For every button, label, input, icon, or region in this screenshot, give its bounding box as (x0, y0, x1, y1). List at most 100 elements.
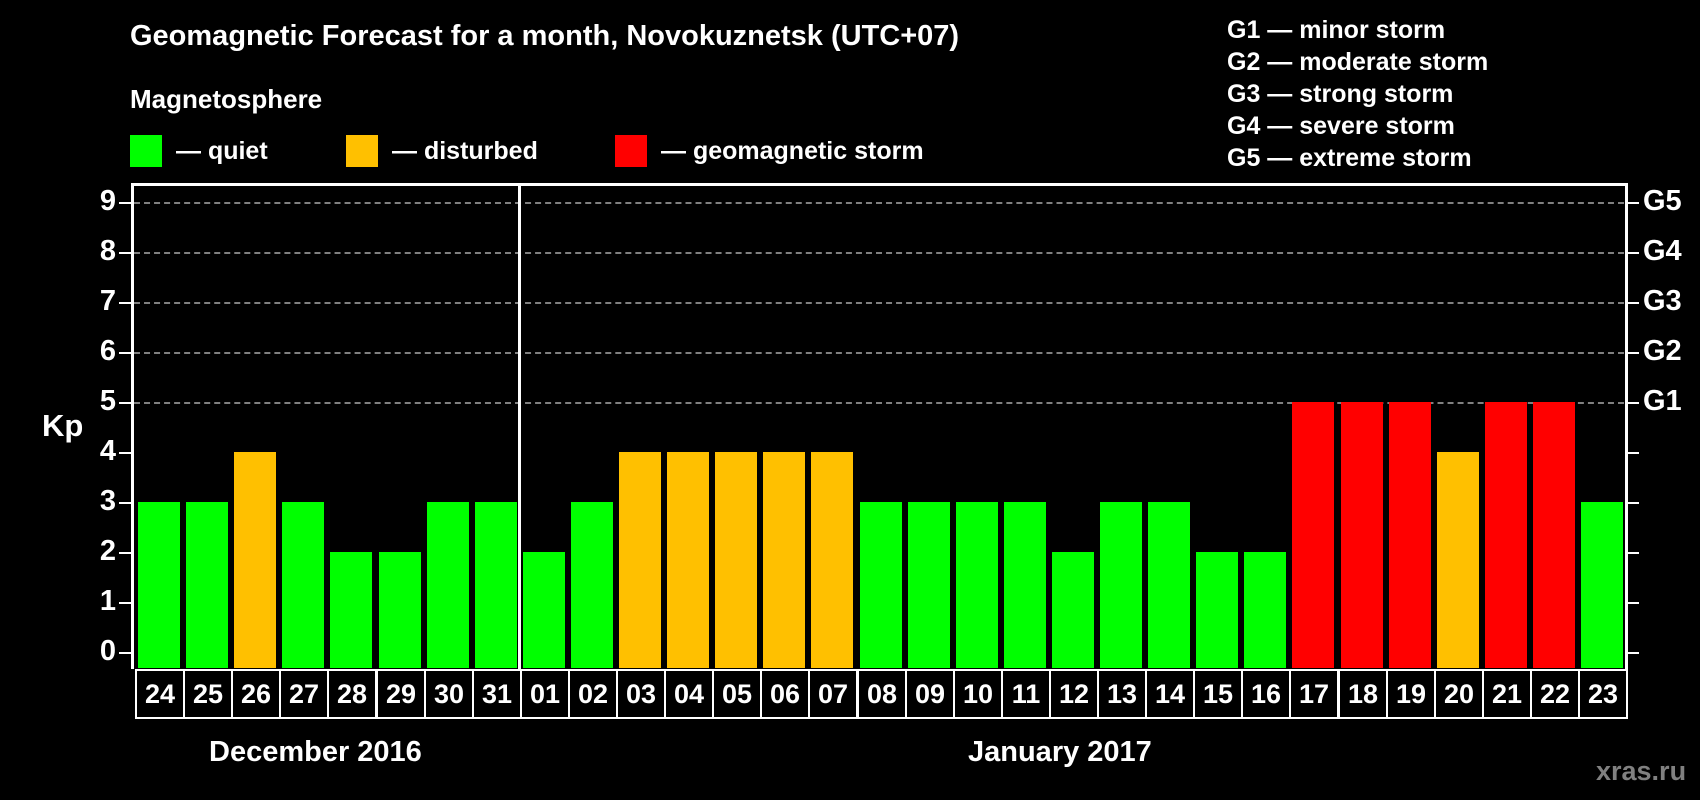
legend-label: — quiet (176, 136, 268, 165)
quiet-swatch-icon (130, 135, 162, 167)
watermark: xras.ru (1596, 756, 1687, 786)
right-tick (1627, 252, 1639, 254)
legend-label: — geomagnetic storm (661, 136, 924, 165)
storm-swatch-icon (615, 135, 647, 167)
day-label: 21 (1482, 669, 1532, 719)
day-label: 17 (1289, 669, 1339, 719)
day-label: 23 (1578, 669, 1628, 719)
kp-bar (715, 452, 757, 668)
y-tick (119, 502, 131, 504)
kp-bar (282, 502, 324, 668)
day-label: 18 (1338, 669, 1388, 719)
storm-level-g3: G3 — strong storm (1227, 80, 1454, 108)
day-label: 30 (424, 669, 474, 719)
kp-bar (138, 502, 180, 668)
kp-bar (1292, 402, 1334, 668)
kp-bar (1581, 502, 1623, 668)
kp-bar (571, 502, 613, 668)
gridline (134, 302, 1624, 304)
y-tick (119, 552, 131, 554)
gridline (134, 252, 1624, 254)
gridline (134, 402, 1624, 404)
kp-bar (1485, 402, 1527, 668)
kp-bar (1244, 552, 1286, 668)
legend-label: — disturbed (392, 136, 538, 165)
plot-area (131, 183, 1628, 669)
right-tick (1627, 452, 1639, 454)
storm-level-g4: G4 — severe storm (1227, 112, 1455, 140)
y-tick-label: 3 (99, 485, 117, 517)
storm-level-tick-label: G5 (1643, 185, 1682, 217)
storm-level-tick-label: G4 (1643, 235, 1682, 267)
kp-bar (908, 502, 950, 668)
day-label: 03 (616, 669, 666, 719)
kp-bar (1437, 452, 1479, 668)
kp-bar (186, 502, 228, 668)
kp-bar (475, 502, 517, 668)
kp-bar (427, 502, 469, 668)
day-label: 24 (135, 669, 185, 719)
day-label: 10 (953, 669, 1003, 719)
month-label-december: December 2016 (209, 736, 422, 768)
right-tick (1627, 502, 1639, 504)
day-label: 31 (472, 669, 522, 719)
day-label: 22 (1530, 669, 1580, 719)
right-tick (1627, 602, 1639, 604)
y-tick (119, 252, 131, 254)
y-tick-label: 2 (99, 535, 117, 567)
chart-subtitle: Magnetosphere (130, 84, 323, 114)
gridline (134, 202, 1624, 204)
y-tick-label: 1 (99, 585, 117, 617)
day-label: 16 (1241, 669, 1291, 719)
storm-level-tick-label: G1 (1643, 385, 1682, 417)
day-label: 11 (1001, 669, 1051, 719)
month-label-january: January 2017 (968, 736, 1152, 768)
day-label: 13 (1097, 669, 1147, 719)
y-tick-label: 9 (99, 185, 117, 217)
day-label: 28 (327, 669, 377, 719)
y-tick (119, 302, 131, 304)
legend-storm: — geomagnetic storm (615, 135, 924, 167)
kp-bar (619, 452, 661, 668)
day-label: 25 (183, 669, 233, 719)
kp-bar (234, 452, 276, 668)
kp-bar (811, 452, 853, 668)
day-label: 14 (1145, 669, 1195, 719)
legend-quiet: — quiet (130, 135, 268, 167)
day-label: 29 (376, 669, 426, 719)
storm-level-legend: G1 — minor storm G2 — moderate storm G3 … (1227, 14, 1488, 174)
y-tick-label: 5 (99, 385, 117, 417)
right-tick (1627, 652, 1639, 654)
storm-level-tick-label: G2 (1643, 335, 1682, 367)
kp-bar (1196, 552, 1238, 668)
gridline (134, 352, 1624, 354)
storm-level-g1: G1 — minor storm (1227, 16, 1446, 44)
day-label: 27 (279, 669, 329, 719)
y-tick (119, 602, 131, 604)
y-tick (119, 402, 131, 404)
chart-title: Geomagnetic Forecast for a month, Novoku… (130, 20, 960, 52)
kp-bar (1100, 502, 1142, 668)
day-label: 08 (857, 669, 907, 719)
y-tick-label: 6 (99, 335, 117, 367)
right-tick (1627, 302, 1639, 304)
kp-bar (379, 552, 421, 668)
disturbed-swatch-icon (346, 135, 378, 167)
right-tick (1627, 352, 1639, 354)
y-tick-label: 4 (99, 435, 117, 467)
kp-bar (860, 502, 902, 668)
day-label: 20 (1434, 669, 1484, 719)
kp-bar (1052, 552, 1094, 668)
day-label: 19 (1386, 669, 1436, 719)
kp-bar (1148, 502, 1190, 668)
kp-bar (1341, 402, 1383, 668)
kp-bar (956, 502, 998, 668)
day-label: 04 (664, 669, 714, 719)
day-label: 15 (1193, 669, 1243, 719)
kp-bar (523, 552, 565, 668)
storm-level-g2: G2 — moderate storm (1227, 48, 1489, 76)
y-tick (119, 352, 131, 354)
day-label: 01 (520, 669, 570, 719)
right-tick (1627, 202, 1639, 204)
y-tick (119, 652, 131, 654)
